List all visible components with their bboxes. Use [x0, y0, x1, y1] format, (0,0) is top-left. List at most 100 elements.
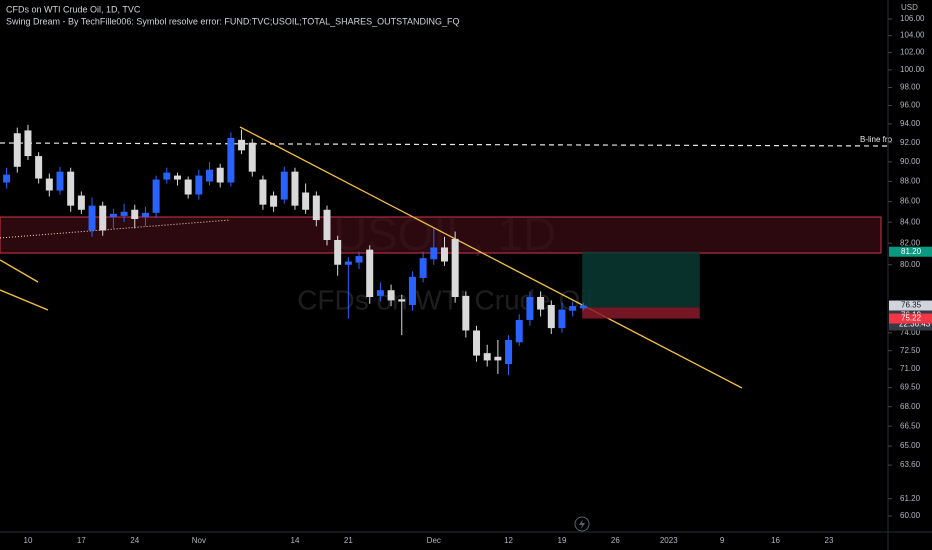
- chart-title: CFDs on WTI Crude Oil, 1D, TVC: [6, 4, 141, 14]
- trendline: [0, 219, 231, 239]
- candle-body: [120, 211, 128, 216]
- y-tick-label: 65.00: [900, 441, 921, 450]
- x-tick-label: 2023: [660, 536, 678, 545]
- candle-body: [99, 205, 107, 231]
- y-tick-label: 96.00: [900, 101, 921, 110]
- candle-body: [515, 319, 523, 343]
- candle-body: [569, 306, 577, 311]
- replay-icon[interactable]: [574, 516, 590, 532]
- candle-body: [270, 195, 278, 207]
- y-tick-label: 66.50: [900, 421, 921, 430]
- candle-body: [537, 296, 545, 310]
- candle-body: [430, 247, 438, 260]
- x-tick-label: 21: [344, 536, 353, 545]
- level-label: B-line fro: [860, 135, 893, 144]
- candle-body: [291, 171, 299, 206]
- x-tick-label: 12: [504, 536, 513, 545]
- candle-body: [206, 169, 214, 182]
- target-tag-bg: [889, 246, 932, 257]
- y-tick-label: 94.00: [900, 119, 921, 128]
- y-tick-label: 63.60: [900, 460, 921, 469]
- level-line: [0, 142, 889, 147]
- y-tick-label: 100.00: [900, 65, 925, 74]
- candle-body: [77, 195, 85, 210]
- candle-body: [376, 290, 384, 296]
- candle-body: [280, 171, 288, 200]
- candle-body: [366, 249, 374, 297]
- x-tick-label: 17: [77, 536, 86, 545]
- candle-body: [547, 304, 555, 329]
- y-tick-label: 88.00: [900, 177, 921, 186]
- plot: [3, 124, 700, 376]
- candle-body: [451, 238, 459, 297]
- candle-body: [494, 356, 502, 361]
- candle-body: [67, 171, 75, 206]
- candle-body: [323, 209, 331, 240]
- x-tick-label: Nov: [192, 536, 206, 545]
- candle-body: [173, 175, 181, 180]
- candle-body: [355, 256, 363, 263]
- candle-body: [152, 179, 160, 213]
- last-price-tag: 76.35: [901, 301, 922, 310]
- candle-body: [462, 295, 470, 331]
- candle-body: [334, 239, 342, 265]
- y-tick-label: 102.00: [900, 48, 925, 57]
- trendline: [0, 259, 39, 283]
- y-tick-label: 92.00: [900, 138, 921, 147]
- x-tick-label: 19: [558, 536, 567, 545]
- y-tick-label: 60.00: [900, 511, 921, 520]
- x-tick-label: 24: [130, 536, 139, 545]
- y-tick-label: 82.00: [900, 238, 921, 247]
- candle-body: [216, 167, 224, 183]
- trendline: [239, 126, 743, 389]
- last-price-tag-bg: [889, 300, 932, 311]
- x-tick-label: 10: [24, 536, 33, 545]
- candle-body: [227, 137, 235, 183]
- candle-body: [526, 296, 534, 320]
- candle-body: [238, 139, 246, 151]
- loss-zone: [582, 307, 700, 319]
- resistance-zone: [0, 216, 882, 254]
- candle-body: [558, 309, 566, 329]
- x-tick-label: 26: [611, 536, 620, 545]
- y-tick-label: 74.00: [900, 328, 921, 337]
- axis-unit: USD: [901, 3, 918, 12]
- candle-body: [344, 261, 352, 265]
- target-tag: 81.20: [901, 247, 922, 256]
- candle-body: [408, 276, 416, 305]
- candle-body: [24, 130, 32, 157]
- candle-body: [35, 156, 43, 179]
- candle-body: [109, 213, 117, 217]
- trendline: [0, 289, 49, 311]
- candle-body: [56, 171, 64, 191]
- x-tick-label: 14: [291, 536, 300, 545]
- y-tick-label: 104.00: [900, 31, 925, 40]
- candle-body: [13, 133, 21, 167]
- chart-subtitle: Swing Dream - By TechFille006: Symbol re…: [6, 16, 459, 26]
- x-tick-label: 23: [825, 536, 834, 545]
- candle-body: [184, 179, 192, 195]
- y-tick-label: 84.00: [900, 217, 921, 226]
- x-tick-label: 9: [720, 536, 725, 545]
- candle-body: [45, 178, 53, 191]
- candle-body: [141, 212, 149, 217]
- candle-body: [195, 175, 203, 195]
- candle-body: [473, 330, 481, 356]
- y-tick-label: 98.00: [900, 83, 921, 92]
- x-tick-label: Dec: [427, 536, 441, 545]
- candle-body: [302, 192, 310, 210]
- candle-body: [387, 290, 395, 301]
- y-tick-label: 71.00: [900, 364, 921, 373]
- y-tick-label: 61.20: [900, 494, 921, 503]
- replay-icon-bolt: [579, 519, 585, 529]
- y-tick-label: 69.50: [900, 383, 921, 392]
- y-tick-label: 86.00: [900, 197, 921, 206]
- y-tick-label: 72.50: [900, 346, 921, 355]
- candle-body: [248, 142, 256, 172]
- candle-body: [505, 339, 513, 365]
- x-tick-label: 16: [771, 536, 780, 545]
- y-tick-label: 68.00: [900, 402, 921, 411]
- candle-body: [419, 258, 427, 278]
